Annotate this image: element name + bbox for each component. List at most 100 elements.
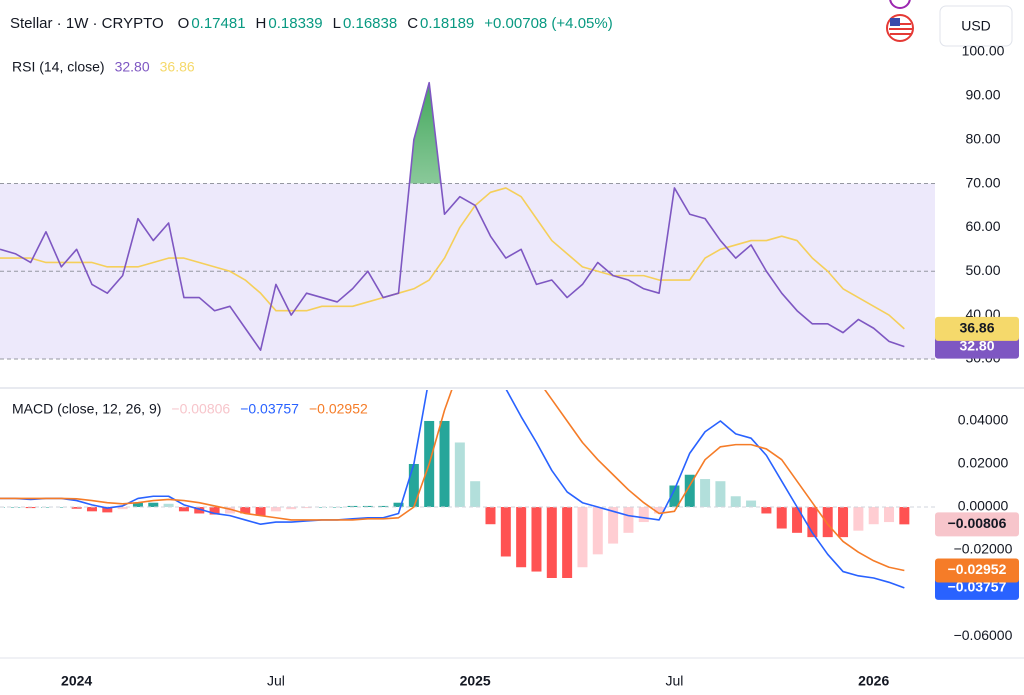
histogram-bar — [316, 507, 327, 508]
legend-value: −0.00806 — [171, 401, 230, 417]
histogram-bar — [884, 507, 895, 523]
open-value: 0.17481 — [191, 15, 245, 32]
series-line — [0, 390, 905, 572]
histogram-bar — [761, 507, 772, 514]
histogram-bar — [623, 507, 634, 533]
histogram-bar — [470, 481, 481, 508]
histogram-bar — [270, 507, 281, 512]
histogram-bar — [562, 507, 573, 578]
histogram-bar — [608, 507, 619, 544]
histogram-bar — [516, 507, 527, 568]
series-line — [0, 81, 905, 351]
histogram-bar — [117, 507, 128, 510]
low-value: 0.16838 — [343, 15, 397, 32]
legend-value: −0.03757 — [240, 401, 299, 417]
open-label: O — [178, 15, 190, 32]
y-tick-label: 0.02000 — [958, 455, 1009, 471]
legend-value: −0.02952 — [309, 401, 368, 417]
histogram-bar — [209, 507, 220, 515]
histogram-bar — [899, 507, 910, 525]
histogram-bar — [439, 420, 450, 508]
high-value: 0.18339 — [268, 15, 322, 32]
histogram-bar — [25, 507, 36, 509]
last-value-badge — [935, 316, 1019, 341]
y-tick-label: 70.00 — [965, 174, 1000, 190]
histogram-bar — [853, 507, 864, 531]
last-value-label: 32.80 — [959, 337, 994, 353]
histogram-bar — [746, 500, 757, 508]
histogram-bar — [838, 507, 849, 538]
histogram-bar — [792, 507, 803, 533]
series-line — [0, 187, 905, 330]
histogram-bar — [715, 481, 726, 508]
histogram-bar — [102, 507, 113, 513]
histogram-bar — [224, 507, 235, 514]
histogram-bar — [638, 507, 649, 523]
low-label: L — [333, 15, 341, 32]
histogram-bar — [500, 507, 511, 557]
last-value-label: −0.00806 — [948, 515, 1007, 531]
x-tick-label: 2024 — [61, 673, 92, 689]
y-tick-label: 0.04000 — [958, 412, 1009, 428]
series-line — [0, 390, 905, 589]
change-value: +0.00708 (+4.05%) — [484, 15, 612, 32]
close-label: C — [407, 15, 418, 32]
last-value-label: −0.03757 — [948, 579, 1007, 595]
pane-plot — [0, 81, 935, 360]
y-tick-label: 80.00 — [965, 130, 1000, 146]
pane-title: RSI (14, close) — [12, 59, 105, 75]
histogram-bar — [669, 485, 680, 508]
histogram-bar — [148, 502, 159, 508]
histogram-bar — [393, 502, 404, 508]
histogram-bar — [56, 507, 67, 508]
last-value-badge — [935, 512, 1019, 537]
y-tick-label: 0.00000 — [958, 498, 1009, 514]
histogram-bar — [577, 507, 588, 568]
histogram-bar — [362, 505, 373, 508]
histogram-bar — [485, 507, 496, 525]
x-tick-label: 2026 — [858, 673, 889, 689]
histogram-bar — [86, 507, 97, 512]
histogram-bar — [807, 507, 818, 538]
histogram-bar — [240, 507, 251, 514]
histogram-bar — [408, 463, 419, 508]
legend-value: 36.86 — [160, 59, 195, 75]
y-tick-label: 100.00 — [962, 43, 1005, 59]
histogram-bar — [347, 505, 358, 508]
last-value-label: −0.02952 — [948, 561, 1007, 577]
high-label: H — [256, 15, 267, 32]
histogram-bar — [868, 507, 879, 525]
histogram-bar — [454, 442, 465, 508]
histogram-bar — [684, 474, 695, 508]
last-value-label: 36.86 — [959, 320, 994, 336]
x-tick-label: 2025 — [460, 673, 491, 689]
currency-label[interactable]: USD — [961, 18, 991, 34]
histogram-bar — [822, 507, 833, 538]
histogram-bar — [776, 507, 787, 529]
histogram-bar — [178, 507, 189, 512]
overbought-group — [409, 82, 441, 184]
histogram-bar — [531, 507, 542, 572]
histogram-bar — [654, 507, 665, 514]
currency-flag — [886, 0, 914, 42]
histogram-bar — [700, 479, 711, 508]
histogram-bar — [163, 503, 174, 508]
y-tick-label: 50.00 — [965, 262, 1000, 278]
histogram-bar — [546, 507, 557, 578]
close-value: 0.18189 — [420, 15, 474, 32]
histogram-bar — [71, 507, 82, 509]
histogram-bar — [194, 507, 205, 514]
legend-value: 32.80 — [115, 59, 150, 75]
histogram-bar — [378, 505, 389, 508]
x-tick-label: Jul — [665, 673, 683, 689]
histogram-bar — [301, 507, 312, 509]
y-tick-label: −0.06000 — [954, 627, 1013, 643]
y-tick-label: 60.00 — [965, 218, 1000, 234]
histogram-bar — [132, 502, 143, 508]
pane-plot — [0, 390, 935, 589]
currency-button[interactable] — [939, 5, 1013, 47]
histogram-bar — [730, 496, 741, 508]
last-value-badge — [935, 558, 1019, 583]
